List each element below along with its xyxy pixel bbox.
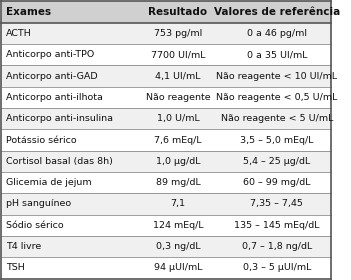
Text: 124 mEq/L: 124 mEq/L <box>153 221 203 230</box>
Text: 0,3 ng/dL: 0,3 ng/dL <box>155 242 200 251</box>
Text: Não reagente: Não reagente <box>146 93 210 102</box>
FancyBboxPatch shape <box>223 87 331 108</box>
FancyBboxPatch shape <box>133 172 223 193</box>
FancyBboxPatch shape <box>1 236 133 257</box>
Text: 89 mg/dL: 89 mg/dL <box>155 178 200 187</box>
Text: Potássio sérico: Potássio sérico <box>6 136 76 144</box>
Text: 60 – 99 mg/dL: 60 – 99 mg/dL <box>243 178 311 187</box>
Text: 3,5 – 5,0 mEq/L: 3,5 – 5,0 mEq/L <box>240 136 314 144</box>
Text: 7,35 – 7,45: 7,35 – 7,45 <box>251 199 303 209</box>
FancyBboxPatch shape <box>1 129 133 151</box>
FancyBboxPatch shape <box>133 108 223 129</box>
Text: T4 livre: T4 livre <box>6 242 41 251</box>
FancyBboxPatch shape <box>223 236 331 257</box>
Text: 4,1 UI/mL: 4,1 UI/mL <box>155 71 201 81</box>
Text: TSH: TSH <box>6 263 25 272</box>
FancyBboxPatch shape <box>1 87 133 108</box>
Text: Anticorpo anti-TPO: Anticorpo anti-TPO <box>6 50 94 59</box>
Text: Exames: Exames <box>6 7 51 17</box>
Text: Anticorpo anti-insulina: Anticorpo anti-insulina <box>6 114 113 123</box>
FancyBboxPatch shape <box>1 215 133 236</box>
FancyBboxPatch shape <box>1 193 133 215</box>
Text: ACTH: ACTH <box>6 29 32 38</box>
Text: Glicemia de jejum: Glicemia de jejum <box>6 178 91 187</box>
Text: Resultado: Resultado <box>148 7 207 17</box>
FancyBboxPatch shape <box>1 151 133 172</box>
FancyBboxPatch shape <box>133 151 223 172</box>
FancyBboxPatch shape <box>133 236 223 257</box>
Text: 0,7 – 1,8 ng/dL: 0,7 – 1,8 ng/dL <box>242 242 312 251</box>
FancyBboxPatch shape <box>133 129 223 151</box>
Text: Anticorpo anti-GAD: Anticorpo anti-GAD <box>6 71 97 81</box>
Text: Valores de referência: Valores de referência <box>214 7 340 17</box>
FancyBboxPatch shape <box>133 44 223 65</box>
Text: 7,6 mEq/L: 7,6 mEq/L <box>154 136 202 144</box>
Text: 753 pg/ml: 753 pg/ml <box>154 29 202 38</box>
FancyBboxPatch shape <box>1 1 133 23</box>
Text: 7,1: 7,1 <box>171 199 185 209</box>
FancyBboxPatch shape <box>133 23 223 44</box>
Text: 7700 UI/mL: 7700 UI/mL <box>151 50 205 59</box>
FancyBboxPatch shape <box>223 215 331 236</box>
FancyBboxPatch shape <box>223 108 331 129</box>
Text: pH sanguíneo: pH sanguíneo <box>6 199 71 209</box>
Text: 0 a 46 pg/ml: 0 a 46 pg/ml <box>247 29 307 38</box>
Text: Não reagente < 5 U/mL: Não reagente < 5 U/mL <box>221 114 333 123</box>
FancyBboxPatch shape <box>133 257 223 279</box>
Text: 1,0 U/mL: 1,0 U/mL <box>157 114 199 123</box>
FancyBboxPatch shape <box>1 65 133 87</box>
Text: 5,4 – 25 μg/dL: 5,4 – 25 μg/dL <box>243 157 311 166</box>
Text: 0 a 35 UI/mL: 0 a 35 UI/mL <box>247 50 307 59</box>
FancyBboxPatch shape <box>223 23 331 44</box>
FancyBboxPatch shape <box>223 129 331 151</box>
Text: 0,3 – 5 μUI/mL: 0,3 – 5 μUI/mL <box>243 263 311 272</box>
FancyBboxPatch shape <box>1 172 133 193</box>
Text: Não reagente < 10 UI/mL: Não reagente < 10 UI/mL <box>216 71 337 81</box>
Text: 1,0 μg/dL: 1,0 μg/dL <box>156 157 200 166</box>
Text: 94 μUI/mL: 94 μUI/mL <box>154 263 202 272</box>
FancyBboxPatch shape <box>223 44 331 65</box>
FancyBboxPatch shape <box>1 44 133 65</box>
FancyBboxPatch shape <box>223 172 331 193</box>
FancyBboxPatch shape <box>223 65 331 87</box>
FancyBboxPatch shape <box>1 108 133 129</box>
FancyBboxPatch shape <box>223 1 331 23</box>
FancyBboxPatch shape <box>133 193 223 215</box>
Text: Anticorpo anti-ilhota: Anticorpo anti-ilhota <box>6 93 102 102</box>
FancyBboxPatch shape <box>133 1 223 23</box>
FancyBboxPatch shape <box>223 257 331 279</box>
FancyBboxPatch shape <box>223 193 331 215</box>
FancyBboxPatch shape <box>133 65 223 87</box>
Text: Sódio sérico: Sódio sérico <box>6 221 63 230</box>
FancyBboxPatch shape <box>1 23 133 44</box>
FancyBboxPatch shape <box>223 151 331 172</box>
Text: Não reagente < 0,5 U/mL: Não reagente < 0,5 U/mL <box>216 93 338 102</box>
FancyBboxPatch shape <box>1 257 133 279</box>
Text: Cortisol basal (das 8h): Cortisol basal (das 8h) <box>6 157 113 166</box>
FancyBboxPatch shape <box>133 87 223 108</box>
FancyBboxPatch shape <box>133 215 223 236</box>
Text: 135 – 145 mEq/dL: 135 – 145 mEq/dL <box>234 221 320 230</box>
